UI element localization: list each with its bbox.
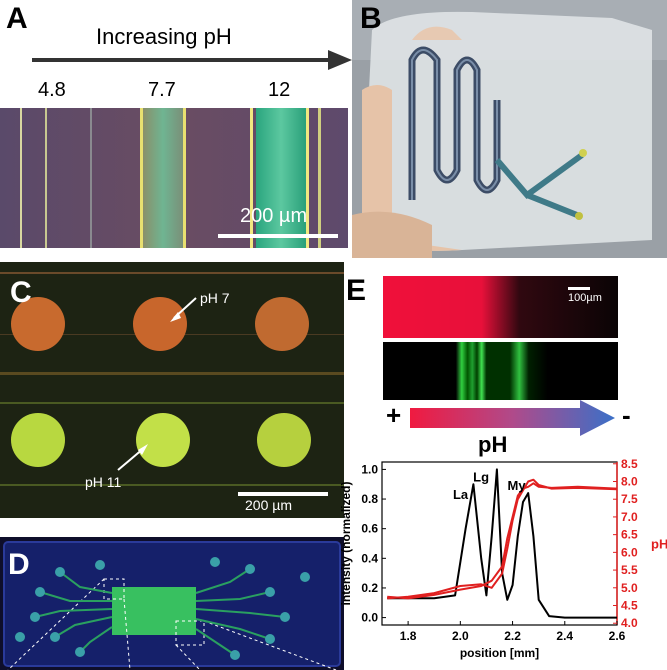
ph-value-2: 7.7 [148,79,176,101]
panel-e-letter: E [346,274,367,307]
series-line-3 [387,478,618,600]
panel-a-letter: A [6,2,28,35]
y2-tick-label: 8.5 [621,457,638,471]
y-tick-label: 0.0 [361,611,378,625]
peak-label: Lg [473,469,489,484]
y2-tick-label: 5.5 [621,563,638,577]
y2-tick-label: 7.0 [621,510,638,524]
y2-axis-label: pH [651,537,667,552]
gradient-minus: - [622,400,631,430]
intensity-ph-chart: 1.8 2.0 2.2 2.4 2.6 0.0 0.2 0.4 0.6 0.8 1.0 4.0 4.5 5… [339,457,667,660]
gradient-ph-label: pH [478,432,508,457]
channels-micrograph [0,108,348,248]
x-tick-label: 1.8 [400,629,417,643]
y-tick-label: 0.2 [361,581,378,595]
panel-c-scale-label: 200 µm [245,497,292,513]
panel-c-letter: C [10,276,32,309]
ph-value-1: 4.8 [38,79,66,101]
panel-d-letter: D [8,548,30,581]
y2-tick-label: 5.0 [621,581,638,595]
ph7-label: pH 7 [200,290,230,306]
y2-tick-label: 8.0 [621,474,638,488]
flexible-chip-photo [352,0,667,258]
panel-e-scale-label: 100µm [568,292,602,304]
gradient-plus: + [386,400,402,430]
ph-gradient-image [383,276,618,338]
panel-a-scale-label: 200 µm [240,205,308,227]
y2-tick-label: 6.0 [621,545,638,559]
ph-gradient-arrow [410,400,615,436]
y-tick-label: 0.6 [361,522,378,536]
ph-value-3: 12 [268,79,291,101]
x-tick-label: 2.6 [609,629,626,643]
x-axis-label: position [mm] [460,646,539,660]
y2-tick-label: 4.5 [621,599,638,613]
y2-tick-label: 6.5 [621,528,638,542]
ph11-label: pH 11 [85,474,122,490]
y2-tick-label: 4.0 [621,616,638,630]
x-tick-label: 2.4 [556,629,573,643]
chip-fluorescence-photo [0,537,344,670]
x-tick-label: 2.2 [504,629,521,643]
arrow-label: Increasing pH [96,24,232,49]
panel-b-letter: B [360,2,382,35]
droplet-array-micrograph [0,262,344,518]
peak-label: La [453,487,469,502]
y2-tick-label: 7.5 [621,492,638,506]
peak-label: My [508,478,527,493]
y-tick-label: 1.0 [361,462,378,476]
y-tick-label: 0.8 [361,492,378,506]
fluorescent-bands-image [383,342,618,400]
increasing-ph-arrow [32,50,352,70]
series-line-1 [387,468,617,619]
y-tick-label: 0.4 [361,551,378,565]
series-line-2 [387,482,618,600]
y-axis-label: intensity (normalized) [339,481,353,605]
x-tick-label: 2.0 [452,629,469,643]
